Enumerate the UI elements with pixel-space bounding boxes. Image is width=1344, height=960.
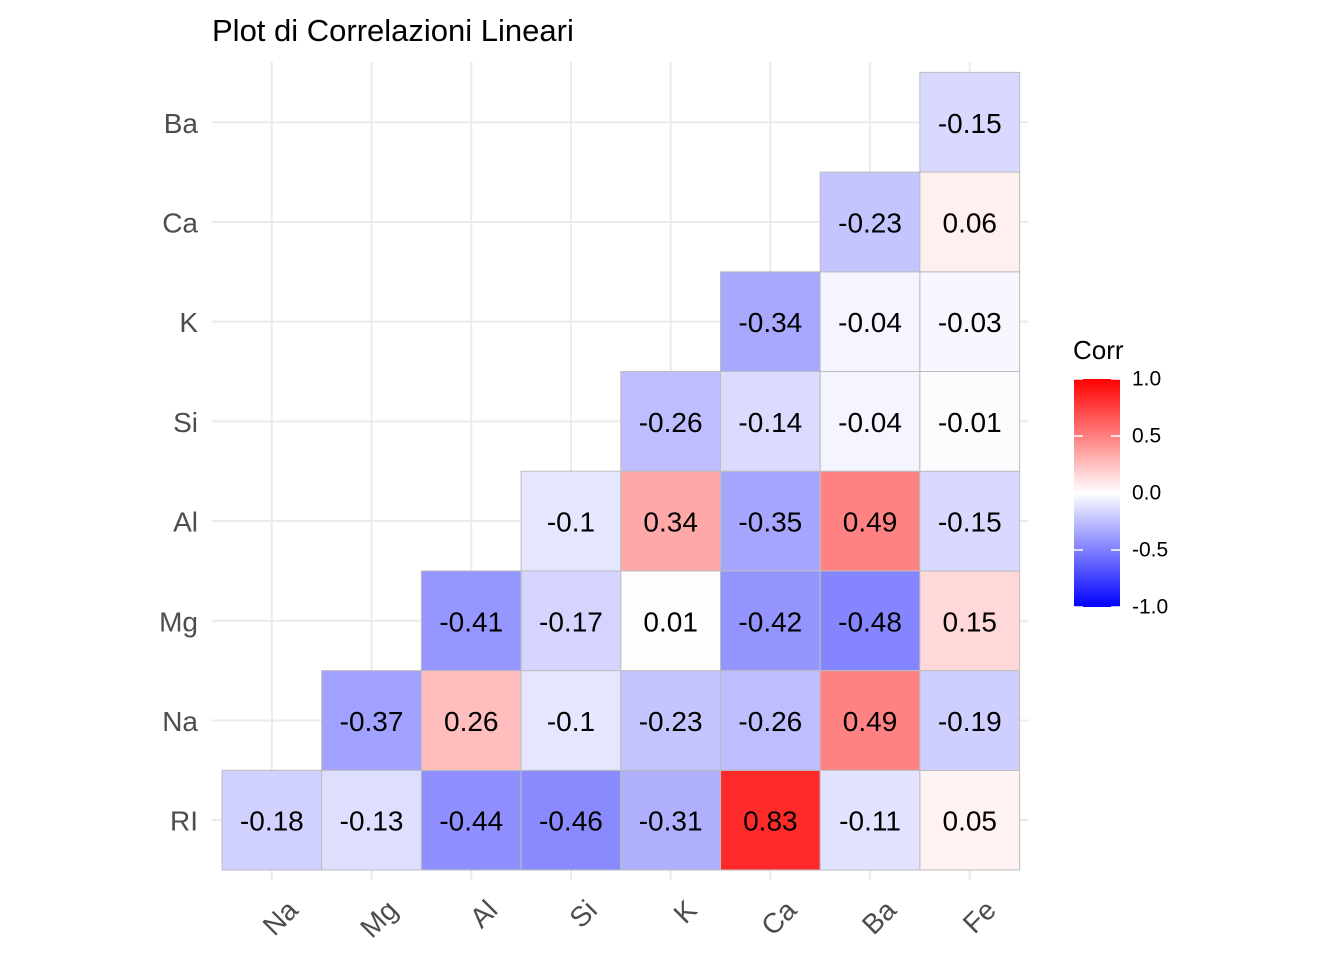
- cell-label-ri-ba: -0.11: [839, 806, 901, 837]
- cell-label-mg-k: 0.01: [643, 606, 698, 637]
- heatmap-cell-mg-ca: [720, 570, 821, 672]
- heatmap-cell-ri-mg: [321, 769, 422, 871]
- x-tick-mg: Mg: [354, 894, 403, 943]
- cell-label-na-si: -0.1: [547, 706, 595, 737]
- cell-label-ri-al: -0.44: [439, 806, 503, 837]
- heatmap-cell-si-k: [620, 371, 721, 472]
- heatmap-cell-na-al: [420, 670, 522, 771]
- legend-tick-label: 0.0: [1132, 482, 1161, 505]
- y-tick-al: Al: [173, 507, 198, 538]
- heatmap-cell-mg-fe: [919, 570, 1021, 672]
- heatmap-cell-k-ca: [720, 271, 821, 372]
- cell-label-ri-fe: 0.05: [943, 806, 998, 837]
- x-tick-ca: Ca: [755, 894, 803, 942]
- cell-label-k-ba: -0.04: [838, 307, 902, 338]
- x-tick-na: Na: [257, 894, 305, 942]
- heatmap-cell-k-ba: [819, 271, 921, 372]
- cell-label-mg-fe: 0.15: [943, 606, 998, 637]
- x-tick-al: Al: [464, 894, 504, 934]
- heatmap-cell-ri-na: [221, 769, 323, 871]
- cell-label-al-fe: -0.15: [938, 507, 1002, 538]
- heatmap-cell-mg-si: [520, 570, 622, 672]
- heatmap-cell-na-ca: [720, 670, 821, 771]
- cell-label-mg-ba: -0.48: [838, 606, 902, 637]
- cell-label-na-fe: -0.19: [938, 706, 1002, 737]
- heatmap-cell-ri-ca: [720, 769, 821, 871]
- heatmap-cell-na-k: [620, 670, 721, 771]
- y-tick-k: K: [179, 307, 198, 338]
- heatmap-cell-mg-al: [420, 570, 522, 672]
- y-tick-na: Na: [162, 706, 198, 737]
- heatmap-cell-al-k: [620, 470, 721, 572]
- x-tick-k: K: [668, 894, 703, 929]
- cell-label-ri-k: -0.31: [639, 806, 703, 837]
- heatmap-cell-na-mg: [321, 670, 422, 771]
- cell-label-ri-na: -0.18: [240, 806, 304, 837]
- heatmap-cell-al-fe: [919, 470, 1021, 572]
- cell-label-ri-si: -0.46: [539, 806, 603, 837]
- cell-label-ri-mg: -0.13: [340, 806, 404, 837]
- cell-label-ca-ba: -0.23: [838, 207, 902, 238]
- legend-title: Corr: [1073, 335, 1124, 365]
- heatmap-cell-ri-si: [520, 769, 622, 871]
- heatmap-cell-na-fe: [919, 670, 1021, 771]
- cell-labels: -0.18 -0.13 -0.44 -0.46 -0.31 0.83 -0.11 0.05 -0…: [240, 108, 1002, 837]
- heatmap-cell-si-ca: [720, 371, 821, 472]
- cell-label-na-ba: 0.49: [843, 706, 898, 737]
- heatmap-cell-ca-ba: [819, 171, 921, 273]
- cell-label-ba-fe: -0.15: [938, 108, 1002, 139]
- cell-label-si-ca: -0.14: [738, 407, 802, 438]
- cell-label-al-k: 0.34: [643, 507, 698, 538]
- heatmap-cell-ri-ba: [819, 769, 921, 871]
- x-axis-ticks: Na Mg Al Si K Ca Ba Fe: [257, 894, 1002, 944]
- cell-label-mg-si: -0.17: [539, 606, 603, 637]
- legend-tick-label: -0.5: [1132, 539, 1168, 562]
- cell-label-ca-fe: 0.06: [943, 207, 998, 238]
- heatmap-cell-na-si: [520, 670, 622, 771]
- y-tick-si: Si: [173, 407, 198, 438]
- y-tick-ba: Ba: [164, 108, 199, 139]
- heatmap-cell-ri-fe: [919, 769, 1021, 871]
- cell-label-si-fe: -0.01: [938, 407, 1002, 438]
- heatmap-tiles: [221, 71, 1021, 871]
- y-tick-mg: Mg: [159, 606, 198, 637]
- legend: Corr 1.0 0.5 0.0 -0.5 -1.0: [1073, 335, 1168, 619]
- x-tick-ba: Ba: [856, 894, 902, 940]
- heatmap-cell-si-fe: [919, 371, 1021, 472]
- heatmap-cell-ba-fe: [919, 71, 1021, 173]
- cell-label-na-mg: -0.37: [340, 706, 404, 737]
- cell-label-al-ca: -0.35: [738, 507, 802, 538]
- legend-tick-label: 0.5: [1132, 425, 1161, 448]
- x-tick-fe: Fe: [957, 894, 1002, 939]
- legend-tick-label: -1.0: [1132, 596, 1168, 619]
- cell-label-si-k: -0.26: [639, 407, 703, 438]
- cell-label-si-ba: -0.04: [838, 407, 902, 438]
- cell-label-k-fe: -0.03: [938, 307, 1002, 338]
- cell-label-ri-ca: 0.83: [743, 806, 798, 837]
- cell-label-na-k: -0.23: [639, 706, 703, 737]
- y-tick-ca: Ca: [162, 207, 198, 238]
- cell-label-mg-al: -0.41: [439, 606, 503, 637]
- y-axis-ticks: RI Na Mg Al Si K Ca Ba: [159, 108, 198, 837]
- cell-label-al-si: -0.1: [547, 507, 595, 538]
- heatmap-cell-ca-fe: [919, 171, 1021, 273]
- heatmap-cell-al-si: [520, 470, 622, 572]
- heatmap-cell-ri-k: [620, 769, 721, 871]
- legend-ticks: 1.0 0.5 0.0 -0.5 -1.0: [1074, 368, 1168, 619]
- cell-label-al-ba: 0.49: [843, 507, 898, 538]
- cell-label-mg-ca: -0.42: [738, 606, 802, 637]
- cell-label-na-ca: -0.26: [738, 706, 802, 737]
- x-tick-si: Si: [564, 894, 604, 934]
- heatmap-cell-na-ba: [819, 670, 921, 771]
- heatmap-cell-ri-al: [420, 769, 522, 871]
- chart-title: Plot di Correlazioni Lineari: [212, 13, 574, 48]
- heatmap-cell-mg-ba: [819, 570, 921, 672]
- cell-label-k-ca: -0.34: [738, 307, 802, 338]
- heatmap-cell-mg-k: [620, 570, 721, 672]
- y-tick-ri: RI: [170, 806, 198, 837]
- cell-label-na-al: 0.26: [444, 706, 499, 737]
- legend-tick-label: 1.0: [1132, 368, 1161, 391]
